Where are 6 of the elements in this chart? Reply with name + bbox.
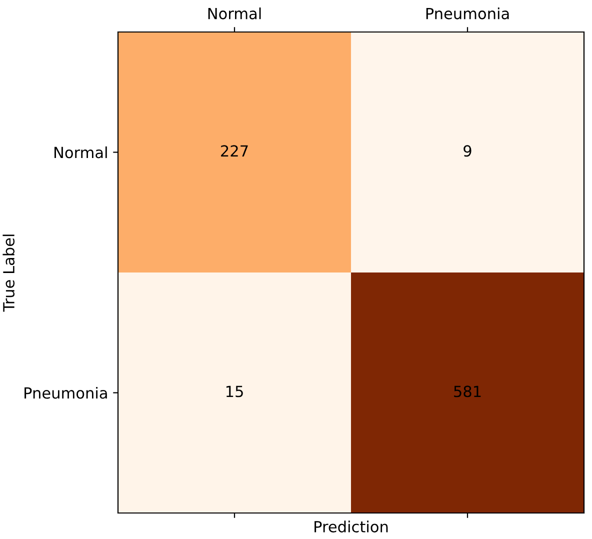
data-label: 581 bbox=[454, 386, 481, 398]
x-axis-title: Prediction bbox=[314, 520, 388, 532]
data-label: 15 bbox=[226, 386, 243, 398]
data-label: 227 bbox=[221, 145, 248, 156]
y-axis-title: True Label bbox=[2, 234, 15, 312]
data-label: 9 bbox=[464, 145, 472, 157]
